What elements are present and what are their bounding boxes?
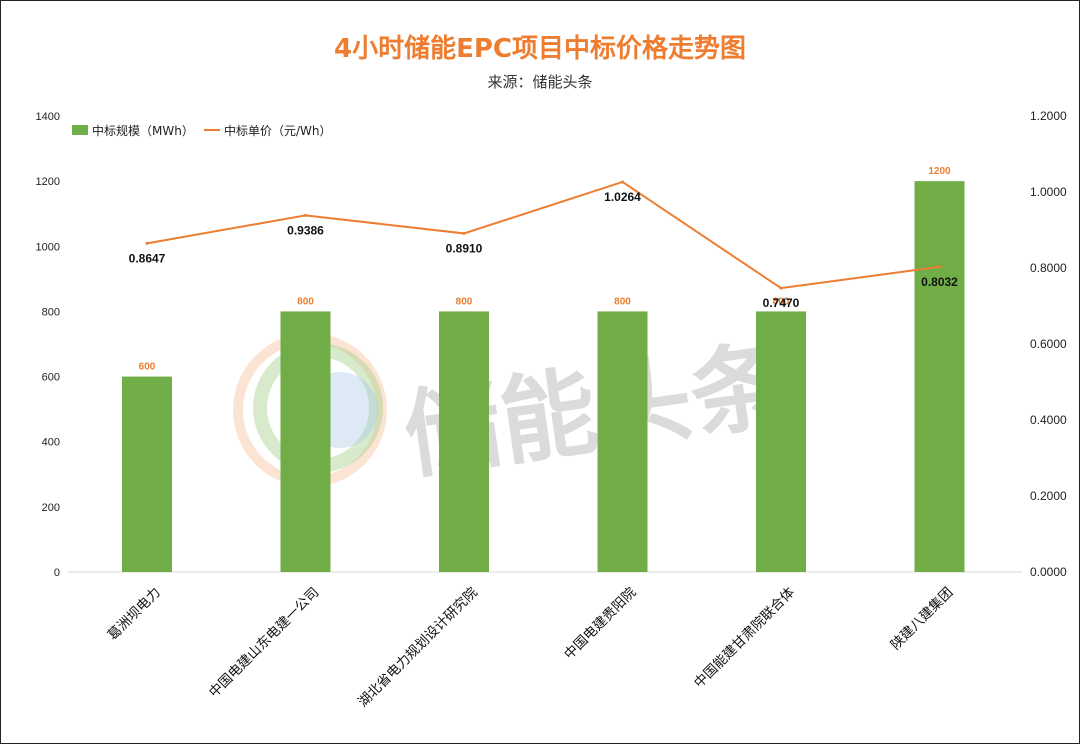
y-left-tick-label: 1400 [36,111,60,123]
y-left-tick-label: 800 [42,306,60,318]
y-left-tick-label: 400 [42,437,60,449]
price-point [779,286,783,290]
price-line [146,180,940,290]
chart-title: 4小时储能EPC项目中标价格走势图 [334,34,746,64]
line-data-label: 0.8032 [921,275,958,289]
price-point [145,241,149,245]
y-left-tick-label: 1000 [36,241,60,253]
x-category-label: 中国电建山东电建一公司 [206,585,322,701]
x-category-label: 湖北省电力规划设计研究院 [355,584,481,710]
y-right-tick-label: 0.4000 [1030,413,1067,427]
y-left-tick-label: 0 [54,567,60,579]
bar-data-label: 800 [773,296,790,307]
bar [597,311,648,572]
bar [914,181,965,572]
y-right-tick-label: 0.8000 [1030,261,1067,275]
legend-label-line: 中标单价（元/Wh） [224,123,332,138]
y-left-tick-label: 200 [42,502,60,514]
bar [122,376,172,572]
x-category-label: 葛洲坝电力 [105,585,164,644]
price-point [621,180,624,184]
y-right-tick-label: 0.0000 [1030,565,1067,579]
bar-data-label: 800 [456,296,473,307]
line-data-label: 0.8647 [129,251,166,265]
x-category-label: 陕建八建集团 [888,585,957,654]
y-right-tick-label: 0.2000 [1030,489,1067,503]
y-right-tick-label: 1.0000 [1030,185,1067,199]
price-point [462,231,466,235]
line-data-label: 0.7470 [763,296,800,310]
y-right-tick-label: 1.2000 [1030,109,1067,123]
bar-data-label: 600 [139,362,156,373]
bar [756,311,806,572]
y-left-tick-label: 1200 [36,176,60,188]
line-data-label: 0.9386 [287,223,324,237]
bar [439,311,489,572]
bar-data-label: 800 [297,296,314,307]
x-category-label: 中国能建甘肃院联合体 [691,584,798,691]
y-left-tick-label: 600 [42,372,60,384]
price-point [938,265,941,269]
line-data-label: 0.8910 [446,241,483,255]
legend-swatch-bars [72,125,88,135]
legend-label-bars: 中标规模（MWh） [92,123,194,138]
bar-data-label: 800 [614,296,631,307]
price-point [304,213,307,217]
bar-data-label: 1200 [928,166,951,177]
y-right-tick-label: 0.6000 [1030,337,1067,351]
x-category-label: 中国电建贵阳院 [561,584,639,662]
chart-subtitle: 来源：储能头条 [487,73,593,91]
legend: 中标规模（MWh） 中标单价（元/Wh） [72,123,332,138]
line-data-label: 1.0264 [604,190,641,204]
bar [280,311,331,572]
